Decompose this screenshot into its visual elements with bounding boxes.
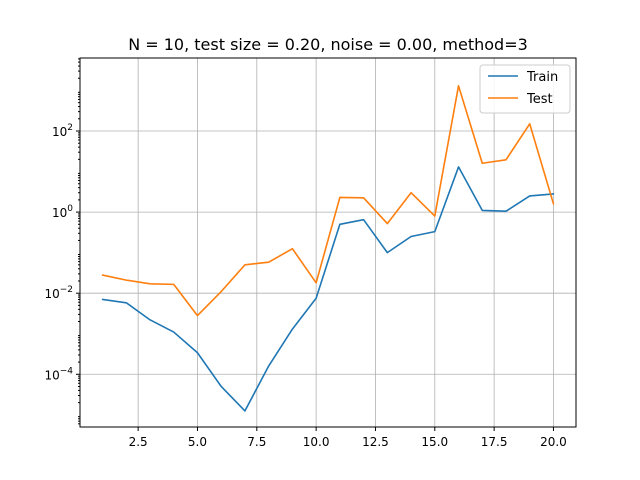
x-tick-label: 10.0: [303, 435, 330, 449]
plot-frame: [79, 57, 577, 428]
x-tick-label: 17.5: [481, 435, 508, 449]
y-tick-label: 102: [52, 123, 73, 139]
legend-box: [479, 64, 571, 114]
x-tick-label: 2.5: [129, 435, 148, 449]
x-tick-label: 7.5: [247, 435, 266, 449]
series-layer: [101, 85, 555, 412]
y-tick-label: 10−4: [44, 366, 73, 382]
x-tick-label: 20.0: [540, 435, 567, 449]
series-line-train: [101, 166, 555, 412]
chart-title: N = 10, test size = 0.20, noise = 0.00, …: [128, 35, 528, 54]
grid-layer: [80, 58, 576, 427]
x-tick-label: 15.0: [421, 435, 448, 449]
x-tick-label: 12.5: [362, 435, 389, 449]
legend-label-train: Train: [526, 70, 558, 85]
y-tick-label: 100: [52, 204, 73, 220]
y-tick-label: 10−2: [44, 285, 73, 301]
series-line-test: [101, 85, 555, 317]
legend: Train Test: [479, 64, 571, 114]
tick-layer: 2.5 5.0 7.5 10.0 12.5 15.0 17.5 20.0 10−4 10−2 100…: [44, 58, 567, 449]
x-tick-label: 5.0: [188, 435, 207, 449]
legend-items: Train Test: [488, 70, 558, 107]
legend-label-test: Test: [526, 92, 553, 107]
